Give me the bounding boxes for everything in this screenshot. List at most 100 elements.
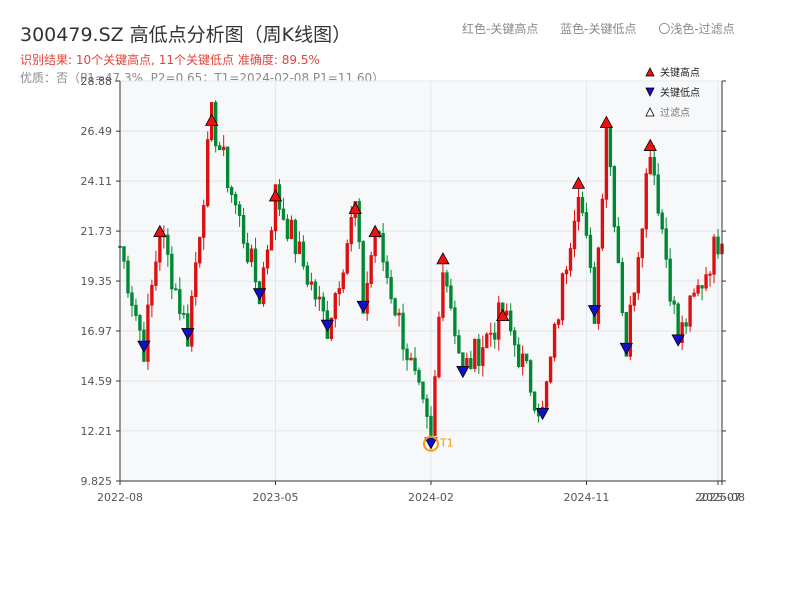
candle-body: [345, 243, 349, 274]
y-tick-label: 26.49: [81, 125, 113, 138]
key-high-marker: [205, 113, 219, 126]
x-tick-label: 2023-05: [252, 491, 298, 504]
t1-label: T1: [439, 437, 454, 450]
y-tick-label: 19.35: [81, 275, 113, 288]
candle-body: [401, 312, 405, 350]
key-low-marker: [252, 288, 267, 301]
candle-body: [166, 234, 170, 255]
candle-body: [365, 282, 369, 314]
candle-body: [221, 146, 226, 151]
candle-body: [389, 277, 393, 300]
candle-body: [680, 322, 684, 344]
key-low-marker: [671, 334, 685, 347]
x-tick-label: 2025-08: [699, 491, 745, 504]
candle-body: [225, 146, 230, 189]
candle-body: [712, 236, 716, 275]
candle-body: [688, 295, 692, 327]
candle-body: [497, 302, 501, 340]
candle-body: [592, 266, 597, 324]
candle-body: [692, 292, 696, 297]
candle-body: [453, 307, 457, 337]
candle-body: [552, 323, 557, 358]
candle-body: [341, 272, 345, 290]
key-high-marker: [153, 224, 167, 238]
key-high-marker: [643, 138, 657, 151]
candle-body: [473, 338, 477, 369]
y-tick-label: 21.73: [81, 225, 113, 238]
candle-body: [349, 217, 353, 245]
candle-body: [477, 338, 481, 366]
candle-body: [461, 352, 465, 367]
candle-body: [122, 246, 126, 262]
candle-body: [648, 156, 652, 175]
candle-body: [524, 353, 529, 362]
candle-body: [572, 220, 577, 250]
key-low-marker: [181, 328, 195, 341]
candle-body: [485, 333, 489, 349]
t1-marker: [422, 435, 439, 452]
candle-body: [321, 296, 326, 312]
candle-body: [469, 358, 473, 369]
candle-body: [309, 281, 314, 285]
candle-body: [198, 236, 202, 264]
key-high-marker: [348, 201, 362, 214]
y-tick-label: 9.825: [81, 475, 113, 488]
top-legend: 红色-关键高点 蓝色-关键低点 〇浅色-过滤点: [462, 20, 753, 37]
candle-body: [333, 293, 337, 319]
candle-body: [588, 234, 593, 268]
candle-body: [178, 289, 182, 314]
candle-body: [716, 236, 720, 255]
candle-body: [158, 236, 162, 263]
candle-body: [417, 370, 421, 383]
legend-label: 过滤点: [660, 106, 690, 119]
candle-body: [544, 381, 549, 408]
candle-body: [429, 415, 433, 436]
candle-body: [265, 249, 270, 269]
candle-body: [548, 356, 553, 383]
candle-body: [528, 360, 533, 393]
candle-body: [628, 304, 632, 357]
x-tick-label: 2022-08: [97, 491, 143, 504]
candle-body: [580, 196, 585, 214]
x-tick-label: 2024-02: [408, 491, 454, 504]
candle-body: [441, 272, 445, 318]
candle-body: [616, 226, 621, 264]
candle-body: [405, 348, 409, 361]
candle-body: [457, 335, 461, 354]
candle-body: [437, 316, 441, 378]
key-high-marker: [496, 308, 510, 321]
candle-body: [493, 332, 497, 340]
key-low-marker: [587, 305, 602, 318]
candle-body: [465, 358, 469, 367]
candle-body: [413, 357, 417, 372]
key-high-marker: [436, 252, 450, 265]
candle-body: [481, 347, 485, 366]
candle-body: [596, 247, 601, 324]
candle-body: [329, 317, 333, 339]
key-high-marker: [599, 115, 614, 128]
key-high-marker: [268, 189, 283, 202]
candle-body: [293, 219, 298, 255]
candle-body: [289, 219, 294, 240]
legend-label: 关键低点: [660, 86, 700, 99]
y-tick-label: 14.59: [81, 375, 113, 388]
candle-body: [194, 262, 198, 298]
candle-body: [369, 255, 373, 284]
candle-body: [206, 139, 210, 207]
chart-title: 300479.SZ 高低点分析图（周K线图）: [20, 24, 352, 46]
candle-body: [130, 292, 134, 306]
y-tick-label: 28.88: [81, 75, 113, 88]
key-low-marker: [356, 300, 370, 314]
candle-body: [704, 274, 708, 289]
candle-body: [134, 304, 138, 316]
candle-body: [584, 212, 589, 236]
candle-body: [269, 230, 274, 251]
legend-marker: [645, 87, 655, 97]
candle-body: [190, 296, 194, 347]
candle-body: [317, 296, 322, 300]
candle-body: [556, 319, 561, 325]
candle-body: [170, 253, 174, 290]
candle-body: [261, 267, 266, 305]
candle-body: [656, 174, 660, 214]
candle-body: [632, 292, 636, 306]
